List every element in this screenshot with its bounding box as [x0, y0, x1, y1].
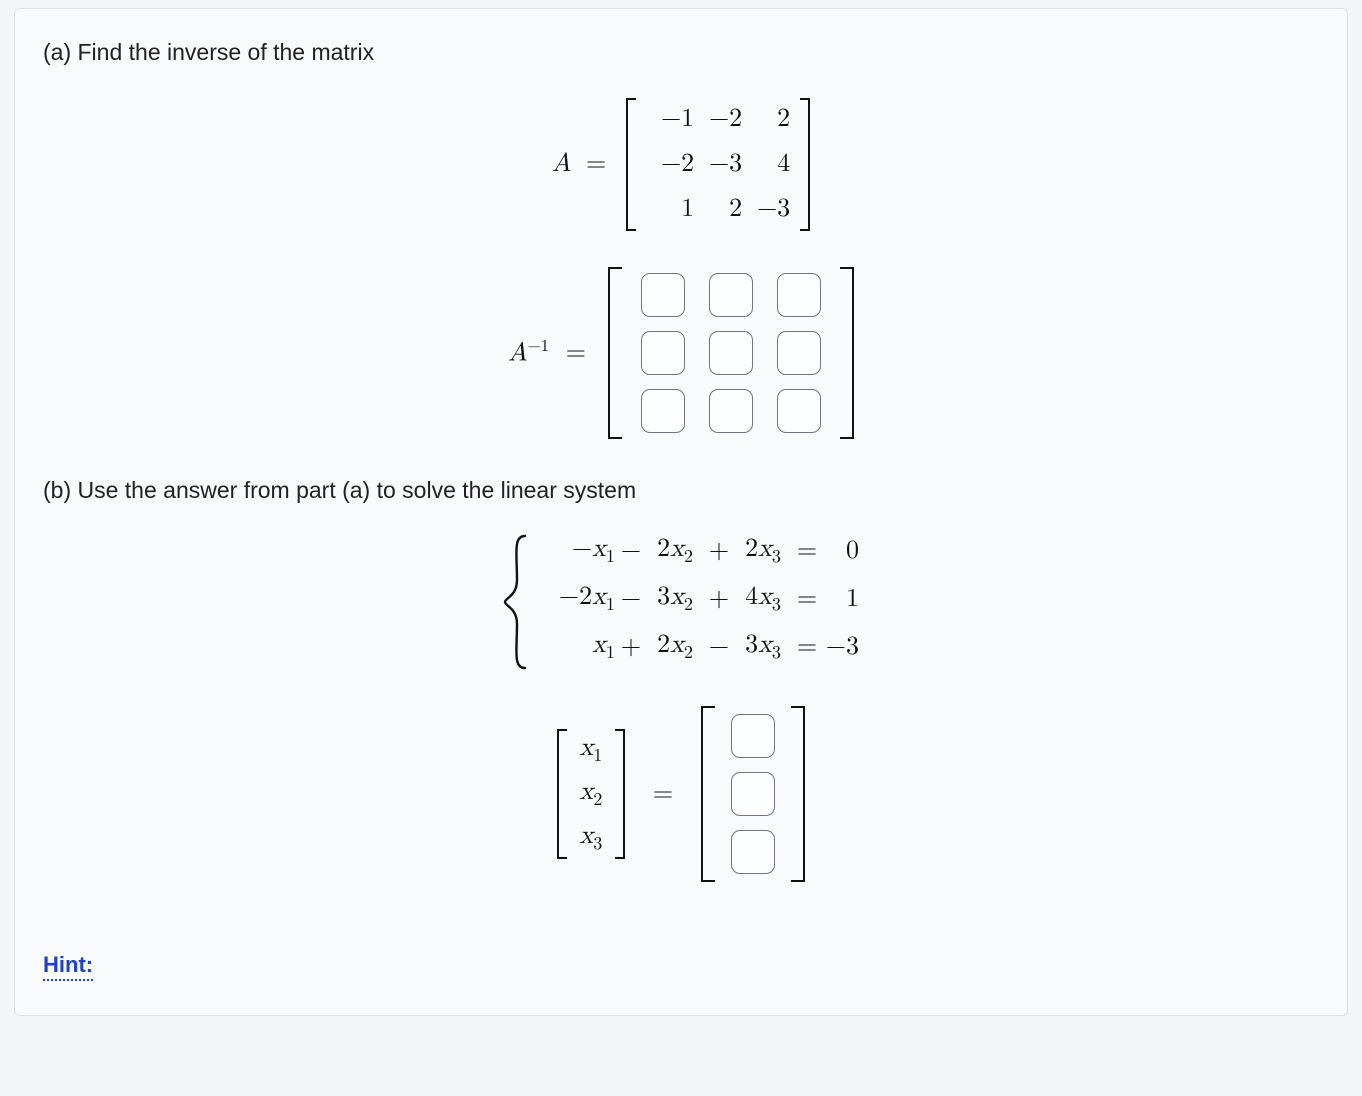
a-inverse-input[interactable] — [777, 389, 821, 433]
part-a-prompt: (a) Find the inverse of the matrix — [43, 37, 1319, 68]
matrix-a-cell: −2 — [661, 149, 694, 180]
matrix-a-cell: 2 — [777, 104, 790, 135]
matrix-a-lhs: A = — [552, 149, 612, 180]
matrix-a: −1 −2 2 −2 −3 4 1 2 −3 — [626, 98, 810, 231]
a-inverse-input[interactable] — [709, 273, 753, 317]
matrix-a-cell: −3 — [757, 194, 790, 225]
hint-link[interactable]: Hint: — [43, 952, 93, 981]
part-b-prompt: (b) Use the answer from part (a) to solv… — [43, 475, 1319, 506]
matrix-a-cell: −1 — [661, 104, 694, 135]
solution-input[interactable] — [731, 772, 775, 816]
question-card: (a) Find the inverse of the matrix A = −… — [14, 8, 1348, 1016]
a-inverse-equation: A−1 = — [43, 267, 1319, 439]
matrix-a-cell: 4 — [777, 149, 790, 180]
solution-input-vector — [701, 706, 805, 882]
solution-input[interactable] — [731, 830, 775, 874]
matrix-a-cell: −3 — [709, 149, 742, 180]
system-grid: −x1 − 2x2 + 2x3 = 0 −2x1 − 3x2 + 4x3 = — [545, 534, 859, 670]
a-inverse-input[interactable] — [641, 331, 685, 375]
vector-x: x1 x2 x3 — [557, 729, 625, 860]
matrix-a-cell: 1 — [681, 194, 694, 225]
a-inverse-input[interactable] — [777, 273, 821, 317]
solution-vector-equation: x1 x2 x3 = — [43, 706, 1319, 882]
a-inverse-input[interactable] — [777, 331, 821, 375]
a-inverse-input[interactable] — [641, 273, 685, 317]
vector-x-entry: x2 — [579, 777, 602, 811]
a-inverse-lhs: A−1 = — [508, 337, 594, 370]
matrix-a-equation: A = −1 −2 2 −2 −3 4 1 2 −3 — [43, 98, 1319, 231]
matrix-a-cell: 2 — [729, 194, 742, 225]
page: (a) Find the inverse of the matrix A = −… — [0, 8, 1362, 1096]
matrix-a-cell: −2 — [709, 104, 742, 135]
vector-x-entry: x3 — [579, 821, 602, 855]
vector-x-entry: x1 — [579, 733, 602, 767]
solution-input[interactable] — [731, 714, 775, 758]
a-inverse-input[interactable] — [709, 389, 753, 433]
a-inverse-input[interactable] — [709, 331, 753, 375]
equals-sign: = — [639, 779, 687, 810]
brace-icon — [503, 534, 531, 670]
linear-system: −x1 − 2x2 + 2x3 = 0 −2x1 − 3x2 + 4x3 = — [43, 534, 1319, 670]
a-inverse-input-matrix — [608, 267, 854, 439]
a-inverse-input[interactable] — [641, 389, 685, 433]
